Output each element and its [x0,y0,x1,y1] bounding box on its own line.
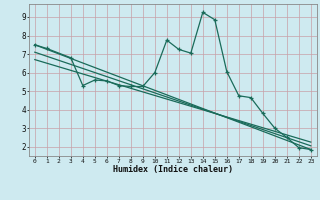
X-axis label: Humidex (Indice chaleur): Humidex (Indice chaleur) [113,165,233,174]
